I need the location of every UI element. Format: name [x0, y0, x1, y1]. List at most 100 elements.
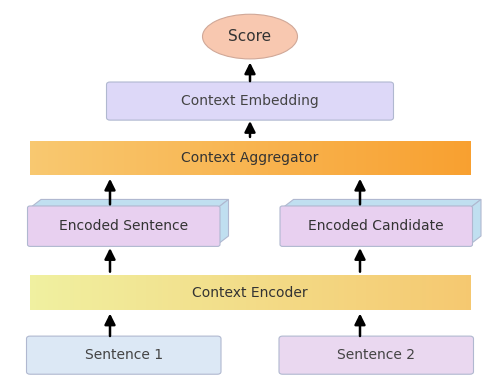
Bar — [322, 275, 324, 310]
Bar — [378, 275, 380, 310]
Bar — [74, 275, 76, 310]
Bar — [100, 141, 102, 175]
Bar — [436, 275, 438, 310]
Bar — [292, 141, 294, 175]
Bar — [444, 141, 446, 175]
Bar — [308, 141, 310, 175]
Bar — [126, 275, 128, 310]
Bar — [184, 141, 186, 175]
Bar — [174, 141, 176, 175]
Text: Encoded Candidate: Encoded Candidate — [308, 219, 444, 233]
Bar — [460, 141, 462, 175]
Bar — [247, 275, 249, 310]
Bar — [444, 275, 446, 310]
Bar — [250, 141, 252, 175]
Bar — [246, 141, 248, 175]
Bar — [200, 141, 202, 175]
Bar — [414, 275, 416, 310]
Bar — [467, 141, 469, 175]
Bar — [458, 275, 460, 310]
Bar — [48, 141, 50, 175]
Bar — [450, 275, 452, 310]
Bar — [439, 275, 441, 310]
Bar — [128, 141, 130, 175]
Bar — [214, 275, 216, 310]
Bar — [99, 275, 101, 310]
Bar — [74, 141, 76, 175]
Bar — [372, 141, 374, 175]
Bar — [33, 141, 35, 175]
Bar — [149, 141, 151, 175]
Bar — [36, 141, 38, 175]
Text: Sentence 1: Sentence 1 — [84, 348, 163, 362]
Bar — [225, 275, 227, 310]
Bar — [136, 141, 138, 175]
Bar — [144, 141, 146, 175]
Bar — [156, 141, 158, 175]
Bar — [392, 275, 394, 310]
Bar — [360, 141, 362, 175]
Bar — [230, 275, 232, 310]
Bar — [388, 275, 390, 310]
Bar — [98, 141, 100, 175]
Bar — [290, 275, 292, 310]
Bar — [280, 275, 281, 310]
Bar — [400, 275, 402, 310]
Bar — [210, 141, 212, 175]
Bar — [278, 275, 280, 310]
Bar — [236, 141, 238, 175]
Bar — [329, 141, 331, 175]
Bar — [39, 141, 41, 175]
Bar — [410, 141, 412, 175]
Bar — [237, 141, 239, 175]
Bar — [391, 141, 393, 175]
Bar — [80, 141, 82, 175]
Bar — [324, 275, 326, 310]
Bar — [357, 275, 359, 310]
Bar — [241, 141, 243, 175]
Bar — [316, 275, 318, 310]
Bar — [118, 275, 120, 310]
Bar — [445, 275, 447, 310]
Bar — [308, 275, 310, 310]
Bar — [212, 275, 214, 310]
Bar — [203, 275, 205, 310]
Bar — [374, 275, 376, 310]
Bar — [368, 275, 370, 310]
Bar — [260, 275, 262, 310]
Bar — [384, 275, 386, 310]
Bar — [40, 141, 42, 175]
Bar — [30, 275, 32, 310]
Bar — [452, 141, 454, 175]
Bar — [382, 275, 384, 310]
Bar — [65, 141, 67, 175]
Bar — [164, 141, 166, 175]
Bar — [346, 141, 348, 175]
Bar — [203, 141, 205, 175]
Bar — [462, 141, 464, 175]
Text: Score: Score — [228, 29, 272, 44]
Bar — [394, 275, 396, 310]
Bar — [461, 141, 463, 175]
Bar — [160, 141, 162, 175]
Bar — [357, 141, 359, 175]
Bar — [303, 275, 305, 310]
Bar — [42, 141, 43, 175]
Bar — [358, 275, 360, 310]
Bar — [110, 275, 112, 310]
Bar — [55, 275, 57, 310]
Bar — [348, 141, 350, 175]
Bar — [442, 141, 444, 175]
Bar — [90, 141, 92, 175]
Bar — [214, 141, 216, 175]
Bar — [70, 141, 71, 175]
Bar — [204, 275, 206, 310]
Bar — [225, 141, 227, 175]
Polygon shape — [470, 199, 481, 244]
Bar — [174, 275, 176, 310]
Bar — [378, 141, 380, 175]
Bar — [418, 275, 420, 310]
Bar — [182, 141, 184, 175]
Bar — [166, 275, 168, 310]
Bar — [218, 275, 220, 310]
